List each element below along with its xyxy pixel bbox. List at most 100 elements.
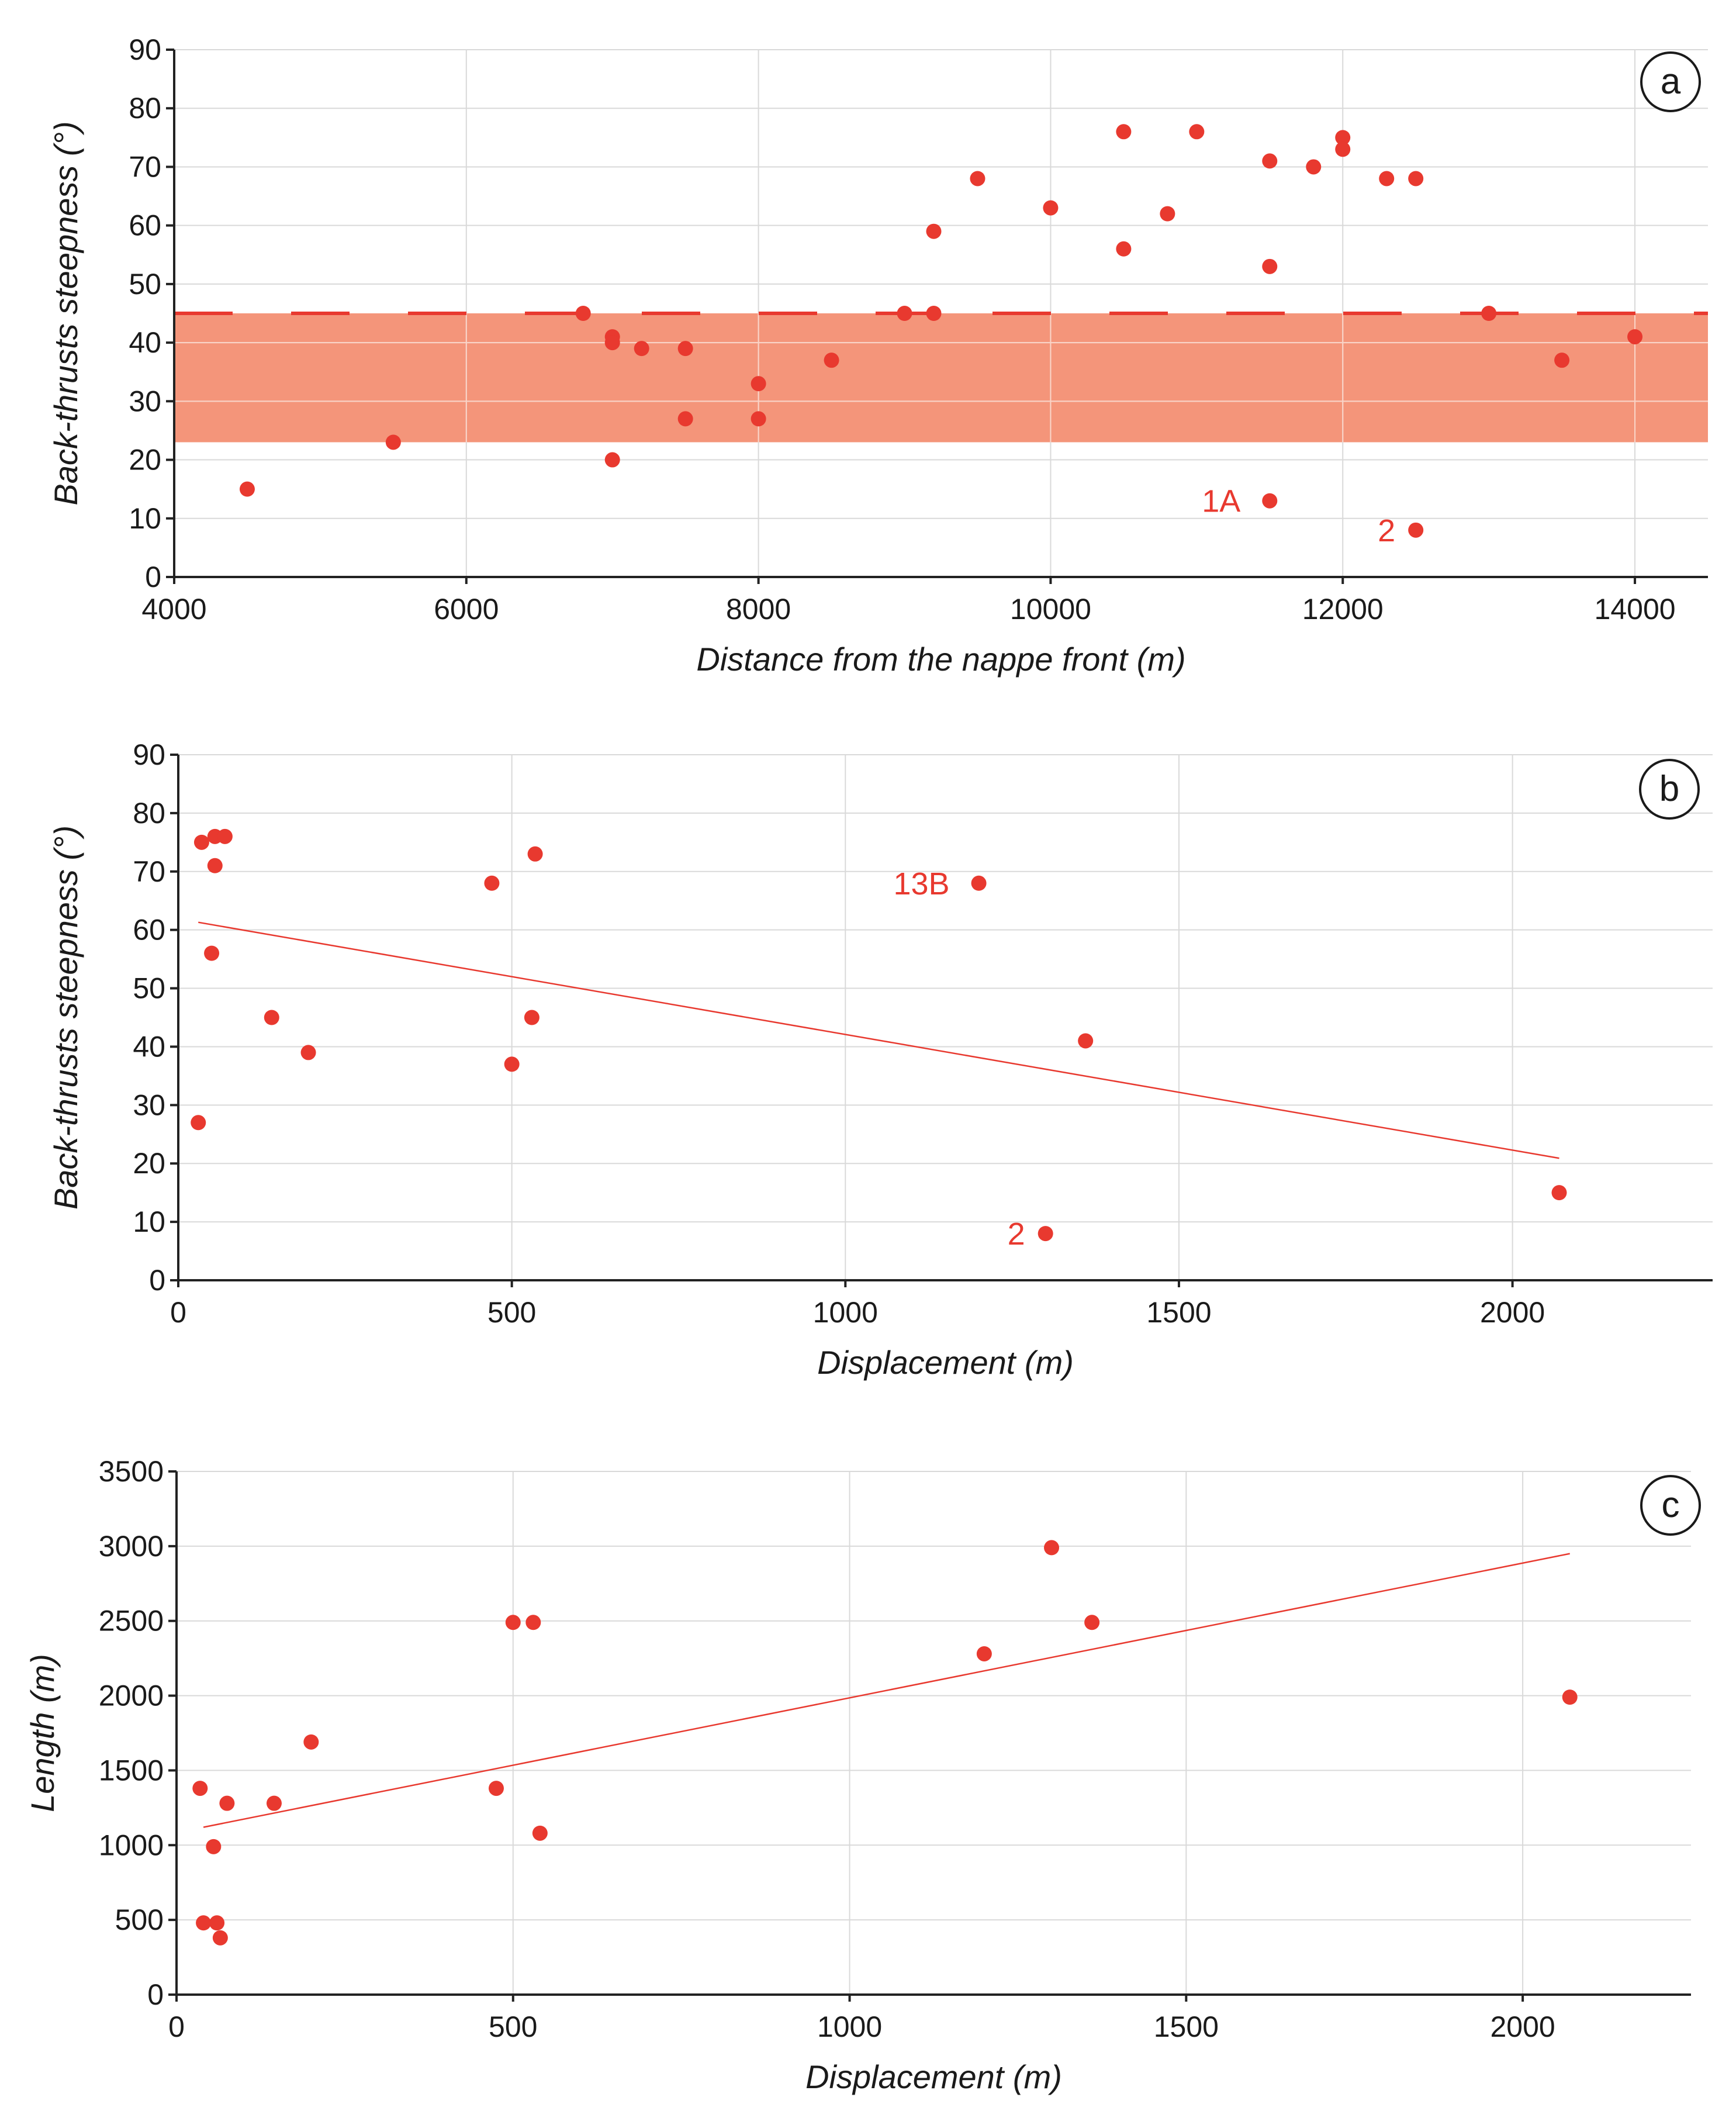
y-axis-title: Back-thrusts steepness (°) [47,825,84,1210]
data-point [527,846,543,862]
x-tick-label: 4000 [141,593,206,626]
y-tick-label: 60 [129,209,161,242]
data-point [1262,153,1278,169]
data-point [926,306,942,321]
x-tick-label: 10000 [1010,593,1091,626]
y-tick-label: 0 [149,1264,165,1297]
y-tick-label: 3500 [99,1455,164,1488]
data-point [1335,141,1351,157]
data-point [1627,329,1643,345]
data-point [1038,1226,1053,1242]
data-point [1189,124,1205,140]
y-tick-label: 50 [129,268,161,300]
y-tick-label: 80 [129,92,161,125]
data-point [1481,306,1497,321]
data-point [385,434,401,450]
y-tick-label: 60 [133,914,165,946]
y-tick-label: 3000 [99,1530,164,1563]
data-point [1043,200,1059,216]
x-tick-label: 12000 [1302,593,1384,626]
y-tick-label: 70 [129,150,161,183]
x-tick-label: 14000 [1595,593,1676,626]
data-point [1551,1185,1567,1201]
y-axis-title: Length (m) [24,1654,61,1812]
data-point [1160,206,1175,222]
data-point [212,1930,228,1946]
y-tick-label: 10 [129,502,161,535]
x-tick-label: 1500 [1154,2010,1219,2043]
x-axis-title: Displacement (m) [805,2058,1062,2095]
data-point [219,1795,235,1811]
data-point [926,223,942,239]
point-annotation: 1A [1202,484,1240,519]
data-point [264,1010,279,1025]
data-point [634,341,649,357]
x-tick-label: 2000 [1480,1296,1545,1329]
data-point [751,376,766,392]
data-point [239,481,255,497]
x-tick-label: 1500 [1146,1296,1211,1329]
data-point [524,1010,540,1025]
trendline [198,921,1559,1159]
y-tick-label: 80 [133,797,165,830]
x-tick-label: 6000 [434,593,499,626]
y-tick-label: 2000 [99,1680,164,1712]
panel-letter-circle [1640,51,1701,112]
data-point [217,828,233,844]
data-point [1078,1033,1094,1049]
data-point [971,875,987,891]
data-point [303,1734,319,1750]
x-tick-label: 1000 [813,1296,878,1329]
data-point [193,834,209,850]
data-point [1306,159,1322,175]
y-tick-label: 1000 [99,1829,164,1861]
data-point [207,858,223,873]
data-point [1262,493,1278,509]
y-tick-label: 500 [115,1903,164,1936]
data-point [484,875,500,891]
y-tick-label: 30 [133,1089,165,1121]
data-point [196,1915,212,1931]
data-point [575,306,591,321]
data-point [266,1795,282,1811]
data-point [1044,1540,1060,1556]
data-point [300,1045,316,1060]
data-point [192,1781,208,1796]
x-tick-label: 0 [168,2010,185,2043]
data-point [677,411,693,427]
x-tick-label: 500 [489,2010,537,2043]
data-point [976,1646,992,1661]
y-tick-label: 0 [147,1978,164,2011]
y-tick-label: 0 [145,561,161,593]
data-point [206,1839,222,1854]
y-tick-label: 40 [133,1030,165,1063]
data-point [1554,353,1570,368]
data-point [1335,130,1351,146]
panel-letter: c [1662,1485,1680,1525]
panel-letter: b [1659,769,1679,809]
y-tick-label: 2500 [99,1605,164,1637]
y-tick-label: 1500 [99,1754,164,1787]
y-tick-label: 90 [129,33,161,66]
trendline [203,1553,1570,1828]
y-tick-label: 30 [129,385,161,417]
data-point [191,1115,206,1131]
data-point [1116,124,1132,140]
data-point [1408,522,1424,538]
y-tick-label: 40 [129,326,161,359]
x-axis-title: Distance from the nappe front (m) [696,641,1185,678]
x-axis-title: Displacement (m) [817,1344,1074,1381]
data-point [824,353,839,368]
data-point [1408,171,1424,186]
data-point [204,945,220,961]
data-point [1262,258,1278,274]
panel-letter: a [1661,61,1681,102]
y-tick-label: 50 [133,972,165,1005]
panel-letter-circle [1639,759,1700,820]
x-tick-label: 1000 [817,2010,882,2043]
y-tick-label: 10 [133,1205,165,1238]
data-point [488,1781,504,1796]
data-point [1562,1689,1578,1705]
y-tick-label: 20 [129,444,161,476]
